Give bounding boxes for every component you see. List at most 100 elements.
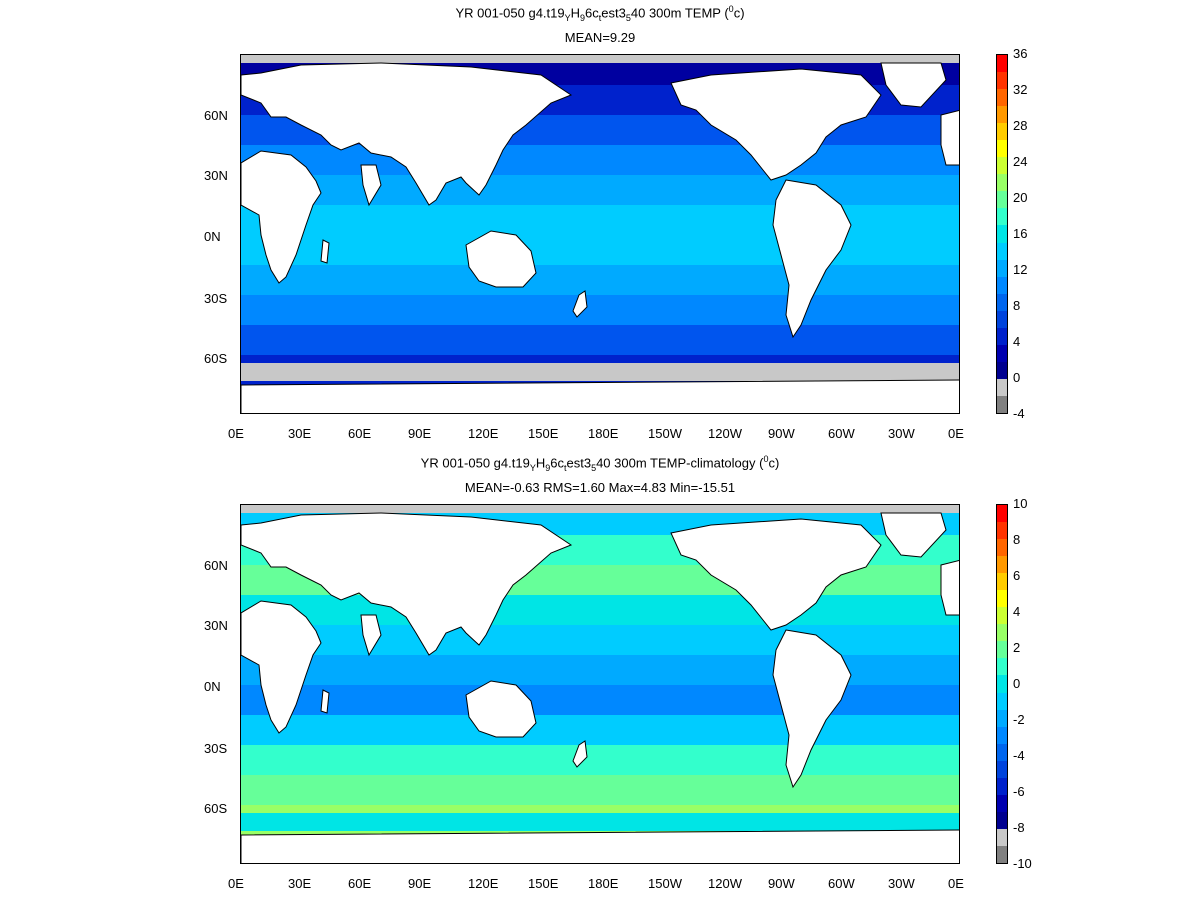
colorbar-segment — [997, 72, 1007, 90]
landmass — [670, 518, 882, 631]
colorbar-tick-label: 28 — [1013, 118, 1028, 133]
colorbar-segment — [997, 658, 1007, 676]
lon-tick-label: 30E — [288, 426, 312, 441]
colorbar-tick-label: 24 — [1013, 154, 1028, 169]
colorbar-segment — [997, 590, 1007, 608]
lat-tick-label: 0N — [204, 679, 221, 694]
colorbar-tick-label: 20 — [1013, 190, 1028, 205]
landmass — [360, 164, 382, 207]
landmass — [670, 68, 882, 181]
anomaly-map — [240, 504, 960, 864]
ocean-band — [241, 775, 959, 806]
colorbar-segment — [997, 293, 1007, 311]
colorbar-tick-label: -10 — [1013, 856, 1032, 871]
ocean-band — [241, 175, 959, 206]
lon-tick-label: 0E — [228, 876, 244, 891]
landmass — [465, 230, 537, 288]
lon-tick-label: 30W — [888, 426, 915, 441]
colorbar-tick-label: -8 — [1013, 820, 1025, 835]
lon-tick-label: 120W — [708, 876, 742, 891]
lat-tick-label: 30S — [204, 291, 228, 306]
colorbar-segment — [997, 624, 1007, 642]
lon-tick-label: 150W — [648, 876, 682, 891]
colorbar-tick-label: 2 — [1013, 640, 1021, 655]
colorbar-segment — [997, 607, 1007, 625]
ocean-band — [241, 655, 959, 686]
lon-tick-label: 90E — [408, 426, 432, 441]
landmass — [572, 740, 588, 768]
colorbar-tick-label: 10 — [1013, 496, 1028, 511]
colorbar-segment — [997, 505, 1007, 523]
colorbar-tick-label: -4 — [1013, 406, 1025, 421]
colorbar-tick-label: 8 — [1013, 298, 1021, 313]
temperature-colorbar — [996, 54, 1008, 414]
colorbar-segment — [997, 794, 1007, 812]
landmass — [320, 689, 330, 714]
colorbar-tick-label: -2 — [1013, 712, 1025, 727]
lon-tick-label: 30W — [888, 876, 915, 891]
colorbar-segment — [997, 361, 1007, 379]
arctic-ice-mask — [241, 55, 959, 63]
colorbar-segment — [997, 174, 1007, 192]
landmass — [360, 614, 382, 657]
lon-tick-label: 60W — [828, 426, 855, 441]
lon-tick-label: 150E — [528, 876, 559, 891]
ocean-band — [241, 595, 959, 626]
panel-stats: MEAN=-0.63 RMS=1.60 Max=4.83 Min=-15.51 — [464, 480, 736, 495]
colorbar-segment — [997, 709, 1007, 727]
landmass — [241, 829, 959, 863]
lon-tick-label: 0E — [228, 426, 244, 441]
colorbar-tick-label: 6 — [1013, 568, 1021, 583]
lon-tick-label: 180E — [588, 876, 619, 891]
colorbar-segment — [997, 395, 1007, 413]
colorbar-segment — [997, 828, 1007, 846]
lon-tick-label: 90W — [768, 876, 795, 891]
lon-tick-label: 120W — [708, 426, 742, 441]
lat-tick-label: 60N — [204, 558, 228, 573]
ocean-band — [241, 235, 959, 266]
colorbar-segment — [997, 675, 1007, 693]
colorbar-tick-label: 32 — [1013, 82, 1028, 97]
colorbar-segment — [997, 276, 1007, 294]
lon-tick-label: 0E — [948, 876, 964, 891]
colorbar-segment — [997, 123, 1007, 141]
anomaly-colorbar — [996, 504, 1008, 864]
colorbar-tick-label: -6 — [1013, 784, 1025, 799]
lat-tick-label: 60S — [204, 801, 228, 816]
lon-tick-label: 60E — [348, 426, 372, 441]
temperature-panel: YR 001-050 g4.t19YH96ctest3540 300m TEMP… — [204, 4, 1028, 441]
landmass — [241, 62, 573, 206]
colorbar-segment — [997, 539, 1007, 557]
landmass — [241, 150, 322, 284]
lat-tick-label: 30N — [204, 618, 228, 633]
landmass — [880, 512, 947, 558]
lon-tick-label: 150W — [648, 426, 682, 441]
colorbar-segment — [997, 140, 1007, 158]
colorbar-segment — [997, 692, 1007, 710]
lon-tick-label: 90E — [408, 876, 432, 891]
colorbar-segment — [997, 242, 1007, 260]
colorbar-segment — [997, 777, 1007, 795]
colorbar-tick-label: 12 — [1013, 262, 1028, 277]
landmass — [241, 512, 573, 656]
landmass — [772, 629, 852, 789]
landmass — [320, 239, 330, 264]
colorbar-tick-label: 0 — [1013, 676, 1021, 691]
lon-tick-label: 60E — [348, 876, 372, 891]
colorbar-segment — [997, 811, 1007, 829]
temperature-map — [240, 54, 960, 414]
colorbar-segment — [997, 106, 1007, 124]
landmass — [241, 600, 322, 734]
landmass — [880, 62, 947, 108]
ocean-band — [241, 685, 959, 716]
colorbar-segment — [997, 225, 1007, 243]
ocean-band — [241, 145, 959, 176]
colorbar-segment — [997, 556, 1007, 574]
colorbar-segment — [997, 89, 1007, 107]
lon-tick-label: 120E — [468, 876, 499, 891]
arctic-ice-mask — [241, 505, 959, 513]
lon-tick-label: 0E — [948, 426, 964, 441]
lat-tick-label: 0N — [204, 229, 221, 244]
colorbar-segment — [997, 259, 1007, 277]
lon-tick-label: 60W — [828, 876, 855, 891]
